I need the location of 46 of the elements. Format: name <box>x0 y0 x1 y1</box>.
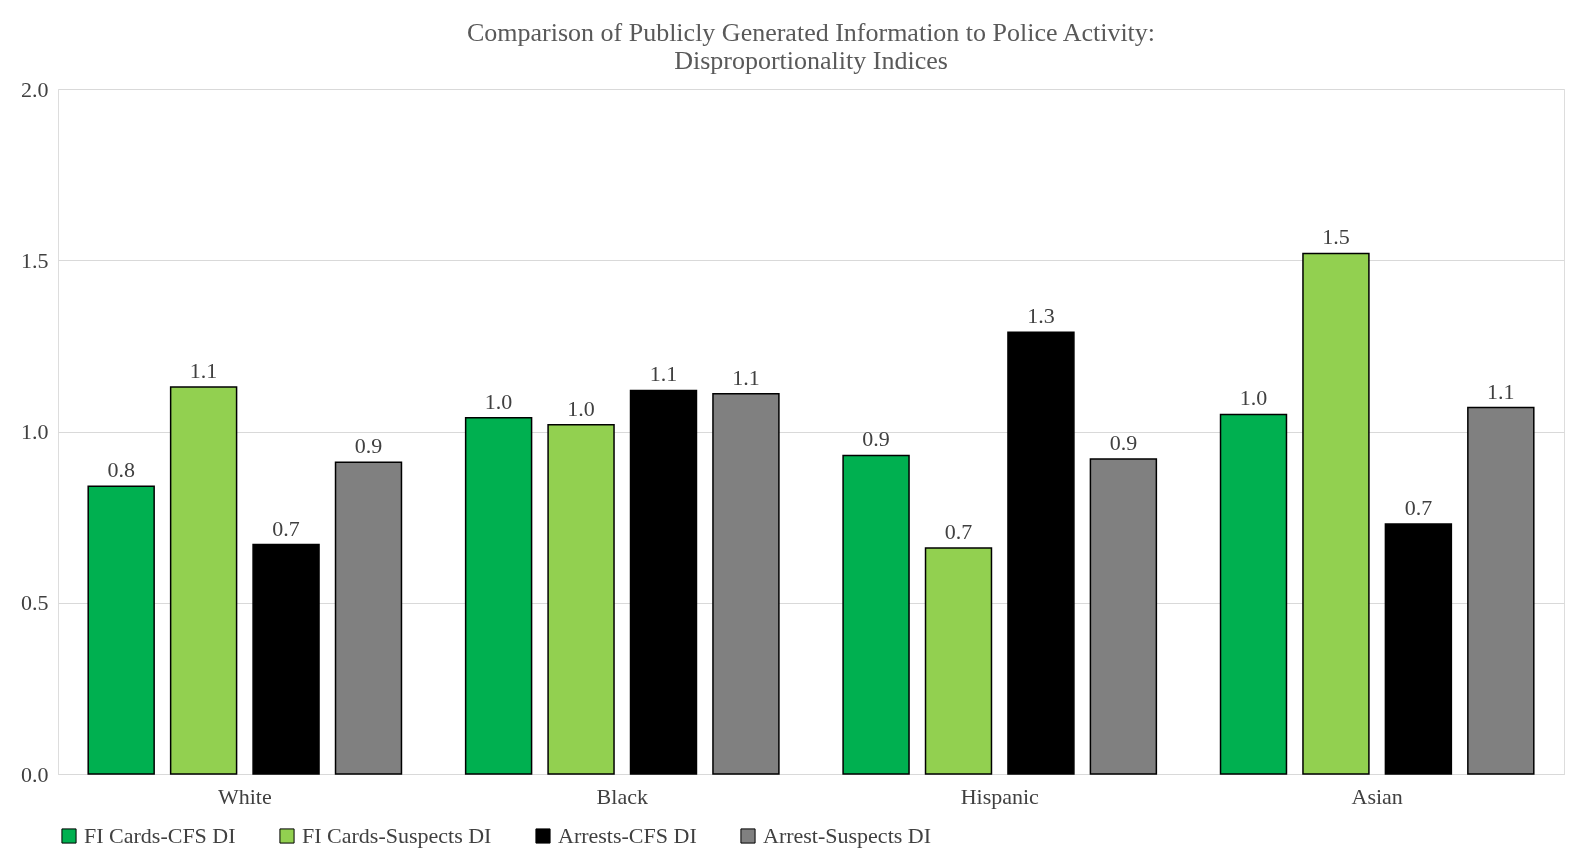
data-label: 1.1 <box>732 364 760 390</box>
data-label: 0.9 <box>1109 429 1138 455</box>
data-label: 1.1 <box>1487 378 1515 404</box>
x-tick-label: Black <box>596 783 648 809</box>
x-tick-label: Hispanic <box>960 783 1040 809</box>
legend-label: FI Cards-CFS DI <box>84 823 236 848</box>
legend-label: FI Cards-Suspects DI <box>302 823 492 848</box>
data-label: 0.7 <box>944 518 973 544</box>
bar <box>1467 406 1535 775</box>
legend-label: Arrest-Suspects DI <box>763 823 932 848</box>
bar <box>629 389 698 775</box>
bar <box>1384 523 1453 775</box>
data-label: 1.0 <box>567 395 595 421</box>
bar <box>842 454 910 775</box>
data-label: 1.3 <box>1027 303 1055 329</box>
data-label: 0.7 <box>272 515 300 541</box>
data-label: 0.9 <box>862 426 890 452</box>
chart-title: Comparison of Publicly Generated Information to Police Activity: Disproportionality Indices <box>466 18 1156 75</box>
bar <box>712 393 780 775</box>
x-tick-label: Asian <box>1351 783 1403 809</box>
bar <box>1219 413 1288 775</box>
y-tick-label: 2.0 <box>21 76 49 102</box>
bar <box>252 543 320 775</box>
bar <box>1302 252 1370 775</box>
legend-label: Arrests-CFS DI <box>558 823 697 848</box>
bar <box>334 461 403 775</box>
bar <box>1007 331 1075 775</box>
bar <box>1089 458 1158 775</box>
bar <box>464 417 533 775</box>
bar <box>169 386 238 775</box>
y-tick-label: 1.5 <box>21 247 49 273</box>
x-tick-label: White <box>217 783 272 809</box>
data-label: 0.9 <box>354 433 383 459</box>
y-tick-label: 1.0 <box>21 419 49 444</box>
bar <box>547 423 615 775</box>
bar <box>87 485 155 775</box>
y-tick-label: 0.5 <box>21 590 49 616</box>
data-label: 0.7 <box>1404 494 1433 520</box>
data-label: 1.0 <box>484 388 513 414</box>
data-label: 1.0 <box>1239 385 1268 411</box>
data-label: 1.1 <box>649 361 678 387</box>
y-tick-label: 0.0 <box>21 761 49 787</box>
data-label: 1.5 <box>1322 224 1350 250</box>
data-label: 0.8 <box>107 457 135 483</box>
bar <box>924 547 993 775</box>
data-label: 1.1 <box>189 357 218 383</box>
